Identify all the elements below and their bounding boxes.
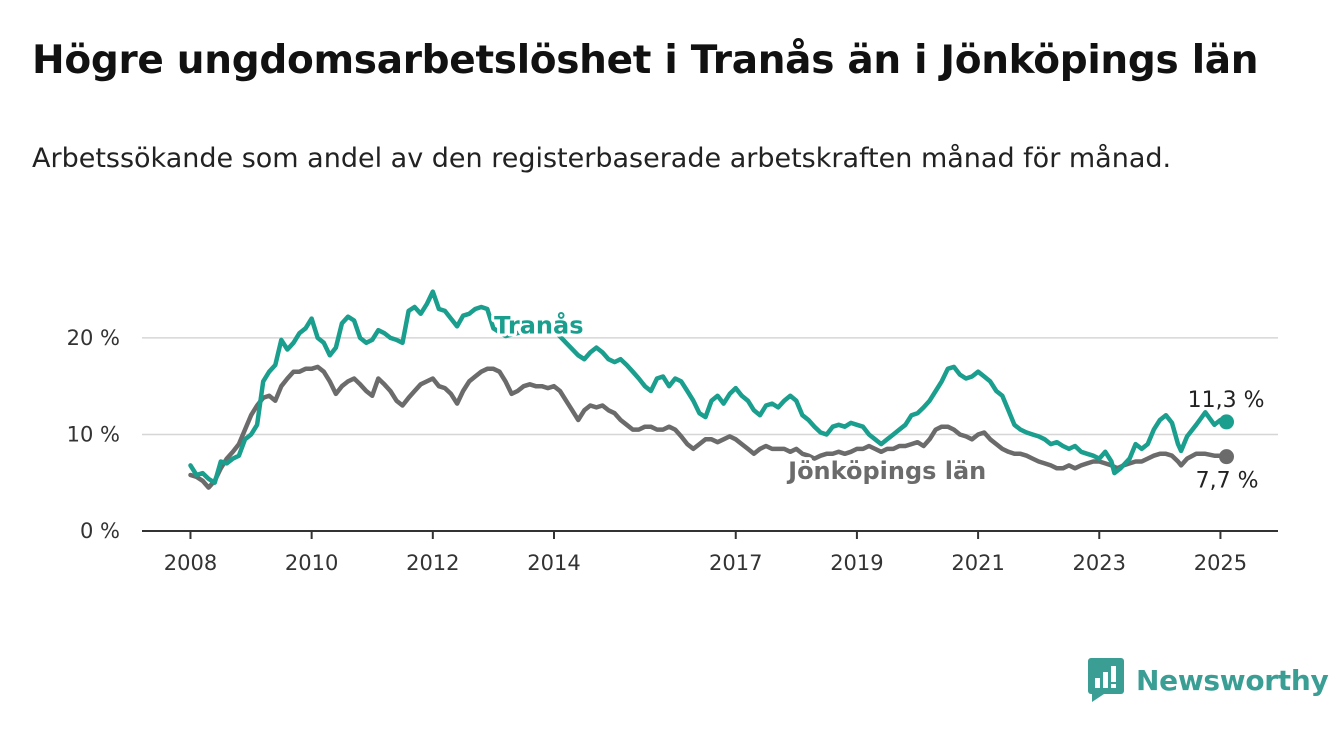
series-line-jonkopings-lan xyxy=(188,364,1229,490)
y-tick-label: 20 % xyxy=(67,326,120,350)
y-tick-label: 10 % xyxy=(67,422,120,446)
x-axis xyxy=(142,530,1278,539)
y-axis-labels: 0 % 10 % 20 % xyxy=(67,326,120,543)
x-tick-label: 2010 xyxy=(285,551,338,575)
series-labels: Tranås Jönköpings län 11,3 % 7,7 % xyxy=(491,307,1267,496)
series-label-tranas: Tranås xyxy=(494,310,583,339)
series-line-tranas xyxy=(188,289,1229,485)
gridlines xyxy=(142,337,1278,436)
newsworthy-logo-icon xyxy=(1088,658,1124,702)
x-tick-label: 2025 xyxy=(1194,551,1247,575)
newsworthy-logo: Newsworthy xyxy=(1088,658,1329,702)
x-tick-label: 2012 xyxy=(406,551,459,575)
x-tick-label: 2021 xyxy=(951,551,1004,575)
series-lines xyxy=(188,289,1235,490)
chart-subtitle: Arbetssökande som andel av den registerb… xyxy=(32,143,1172,174)
x-tick-label: 2023 xyxy=(1073,551,1126,575)
x-tick-label: 2014 xyxy=(527,551,580,575)
end-point-jonkopings-lan xyxy=(1219,449,1235,465)
x-tick-label: 2017 xyxy=(709,551,762,575)
x-tick-label: 2019 xyxy=(830,551,883,575)
newsworthy-wordmark: Newsworthy xyxy=(1136,663,1329,697)
end-point-tranas xyxy=(1219,414,1235,430)
x-axis-labels: 2008 2010 2012 2014 2017 2019 2021 2023 2025 xyxy=(164,551,1247,575)
end-value-label-tranas: 11,3 % xyxy=(1188,388,1265,413)
y-tick-label: 0 % xyxy=(80,519,120,543)
chart-title: Högre ungdomsarbetslöshet i Tranås än i … xyxy=(32,38,1259,83)
series-label-jonkopings-lan: Jönköpings län xyxy=(786,457,986,485)
end-value-label-jonkopings-lan: 7,7 % xyxy=(1196,469,1259,494)
x-tick-label: 2008 xyxy=(164,551,217,575)
